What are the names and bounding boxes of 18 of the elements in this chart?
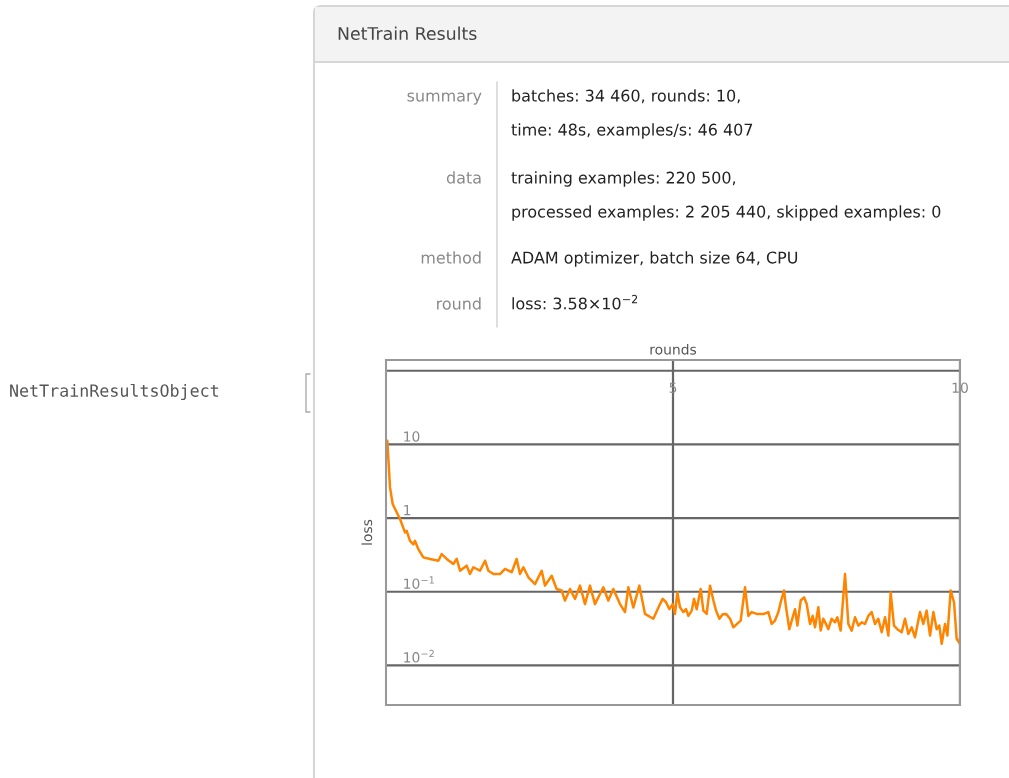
text: round — [437, 297, 481, 310]
y-tick-label: 1 — [404, 505, 411, 516]
x-axis-title: rounds — [650, 343, 697, 355]
text: summary — [407, 92, 482, 105]
y-axis-title: loss — [361, 519, 373, 545]
text: NetTrainResultsObject — [10, 383, 219, 401]
text: loss: 3.58×10$^{−2}$ — [512, 294, 638, 310]
y-tick-label: 10$^{−1}$ — [404, 576, 434, 589]
y-tick-label: 10$^{−2}$ — [404, 649, 434, 663]
text: batches: 34 460, rounds: 10, — [512, 89, 740, 104]
text: ADAM optimizer, batch size 64, CPU — [511, 251, 798, 267]
chart-title: NetTrain Results — [338, 26, 477, 41]
text: processed examples: 2 205 440, skipped examples: 0 — [512, 205, 941, 221]
y-tick-label: 10 — [404, 431, 420, 442]
text: training examples: 220 500, — [511, 171, 736, 187]
text: data — [446, 171, 481, 184]
text: method — [421, 251, 481, 264]
text: time: 48s, examples/s: 46 407 — [511, 123, 753, 139]
